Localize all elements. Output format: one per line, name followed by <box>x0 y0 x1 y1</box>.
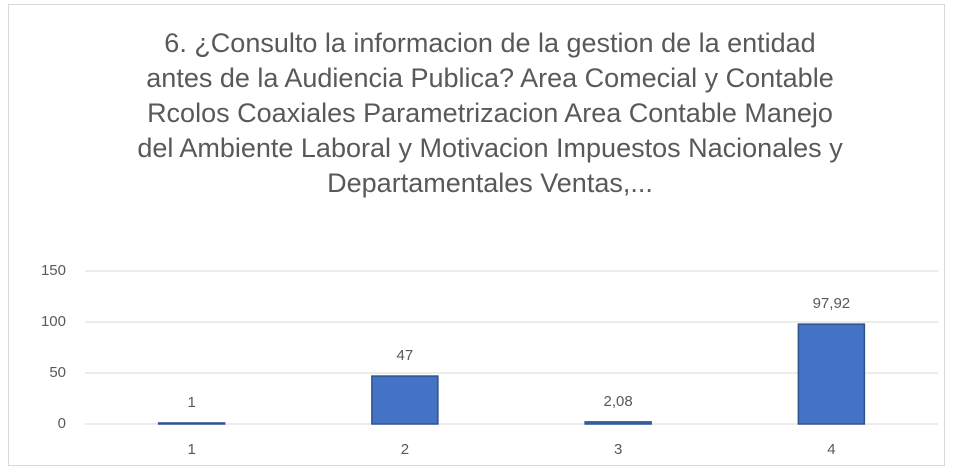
y-tick-label: 0 <box>58 415 66 432</box>
bar <box>584 421 652 425</box>
x-tick-label: 1 <box>187 441 195 458</box>
y-tick-label: 100 <box>41 313 66 330</box>
bar <box>371 375 439 425</box>
y-tick-label: 150 <box>41 262 66 279</box>
chart-title: 6. ¿Consulto la informacion de la gestio… <box>137 28 843 198</box>
data-label: 1 <box>187 394 195 411</box>
chart-frame <box>8 4 945 466</box>
data-label: 2,08 <box>604 393 633 410</box>
bar <box>797 323 866 425</box>
data-label: 97,92 <box>813 295 851 312</box>
x-tick-label: 3 <box>614 441 622 458</box>
y-tick-label: 50 <box>49 364 66 381</box>
bar <box>157 422 226 425</box>
x-tick-label: 4 <box>827 441 835 458</box>
x-tick-label: 2 <box>401 441 409 458</box>
data-label: 47 <box>397 347 414 364</box>
